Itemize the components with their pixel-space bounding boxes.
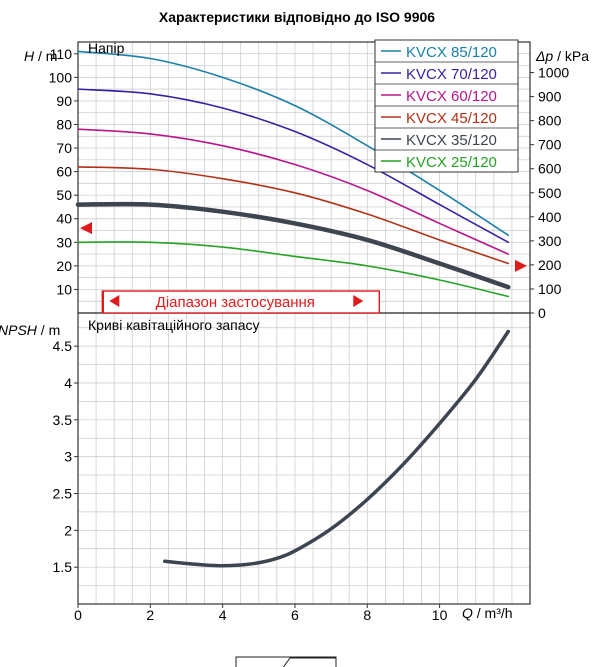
head-curve-kvcx-45-120	[77, 166, 510, 265]
x-tick-label: 4	[219, 607, 227, 623]
y-tick-label: 60	[56, 164, 72, 180]
y-tick-label: 70	[56, 140, 72, 156]
head-axis-symbol: H	[24, 48, 35, 64]
head-axis-unit: / m	[34, 48, 57, 64]
npsh-axis-unit: / m	[37, 322, 60, 338]
y2-tick-label: 800	[538, 113, 562, 129]
x-tick-label: 10	[432, 607, 448, 623]
npsh-plot-frame	[77, 312, 531, 605]
application-range-box	[101, 290, 380, 314]
application-range: Діапазон застосування	[101, 290, 380, 314]
npsh-curve	[163, 329, 511, 568]
y-tick-label: 100	[49, 69, 73, 85]
x-tick-label: 2	[146, 607, 154, 623]
legend: KVCX 85/120 KVCX 70/120 KVCX 60/120 KVCX 45…	[374, 39, 519, 173]
range-right-arrow	[353, 295, 364, 307]
y2-tick-label: 500	[538, 185, 562, 201]
bottom-graphic	[235, 656, 337, 667]
application-range-label: Діапазон застосування	[156, 294, 315, 311]
legend-entry: KVCX 60/120	[406, 88, 497, 105]
y-tick-label: 30	[56, 234, 72, 250]
head-curve-kvcx-70-120	[77, 88, 510, 244]
npsh-axis-label: NPSH / m	[0, 322, 60, 338]
y-tick-label: 110	[50, 46, 73, 62]
x-tick-label: 8	[363, 607, 371, 623]
y2-tick-label: 700	[538, 137, 562, 153]
y2-tick-label: 0	[538, 305, 546, 321]
y2-tick-label: 100	[538, 281, 562, 297]
head-panel-label: Напір	[88, 40, 125, 56]
y-tick-label: 10	[56, 281, 72, 297]
legend-entry: KVCX 35/120	[406, 132, 497, 149]
head-axis-label: H / m	[24, 48, 57, 64]
y2-tick-label: 600	[538, 161, 562, 177]
y2-tick-label: 1000	[538, 65, 569, 81]
flow-axis-unit: / m³/h	[473, 605, 513, 621]
y-tick-label: 90	[56, 93, 72, 109]
head-curve-kvcx-60-120	[77, 128, 510, 255]
y-tick-label: 40	[56, 211, 72, 227]
pressure-axis-unit: / kPa	[553, 48, 589, 64]
y-tick-label: 80	[56, 116, 72, 132]
flow-axis-symbol: Q	[462, 605, 473, 621]
legend-entry: KVCX 45/120	[406, 110, 497, 127]
y-tick-label: 50	[56, 187, 72, 203]
npsh-panel-label: Криві кавітаційного запасу	[88, 317, 260, 333]
operating-marker-left	[80, 222, 92, 235]
chart-title: Характеристики відповідно до ISO 9906	[159, 9, 435, 25]
npsh-tick-label: 4.5	[53, 338, 73, 354]
y2-tick-label: 300	[538, 233, 562, 249]
flow-axis-label: Q / m³/h	[462, 605, 513, 621]
npsh-tick-label: 3.5	[53, 412, 73, 428]
head-curve-kvcx-35-120	[75, 201, 511, 290]
y-tick-label: 20	[56, 258, 72, 274]
y2-tick-label: 900	[538, 89, 562, 105]
npsh-tick-label: 4	[64, 375, 72, 391]
operating-marker-right	[515, 259, 527, 272]
labels-layer: 1020304050607080901001100100200300400500…	[49, 46, 570, 623]
head-curve-kvcx-85-120	[77, 50, 510, 237]
y2-tick-label: 400	[538, 209, 562, 225]
x-tick-label: 6	[291, 607, 299, 623]
head-curve-kvcx-25-120	[77, 241, 510, 298]
range-left-arrow	[109, 295, 120, 307]
npsh-tick-label: 1.5	[53, 559, 73, 575]
npsh-axis-symbol: NPSH	[0, 322, 38, 338]
x-tick-label: 0	[74, 607, 82, 623]
npsh-tick-label: 3	[64, 449, 72, 465]
npsh-tick-label: 2	[64, 522, 72, 538]
legend-entry: KVCX 85/120	[406, 44, 497, 61]
pressure-axis-label: Δp / kPa	[535, 48, 589, 64]
y2-tick-label: 200	[538, 257, 562, 273]
legend-entry: KVCX 25/120	[406, 154, 497, 171]
pressure-axis-symbol: Δp	[535, 48, 553, 64]
legend-entry: KVCX 70/120	[406, 66, 497, 83]
series-layer	[75, 50, 527, 568]
npsh-tick-label: 2.5	[53, 485, 73, 501]
